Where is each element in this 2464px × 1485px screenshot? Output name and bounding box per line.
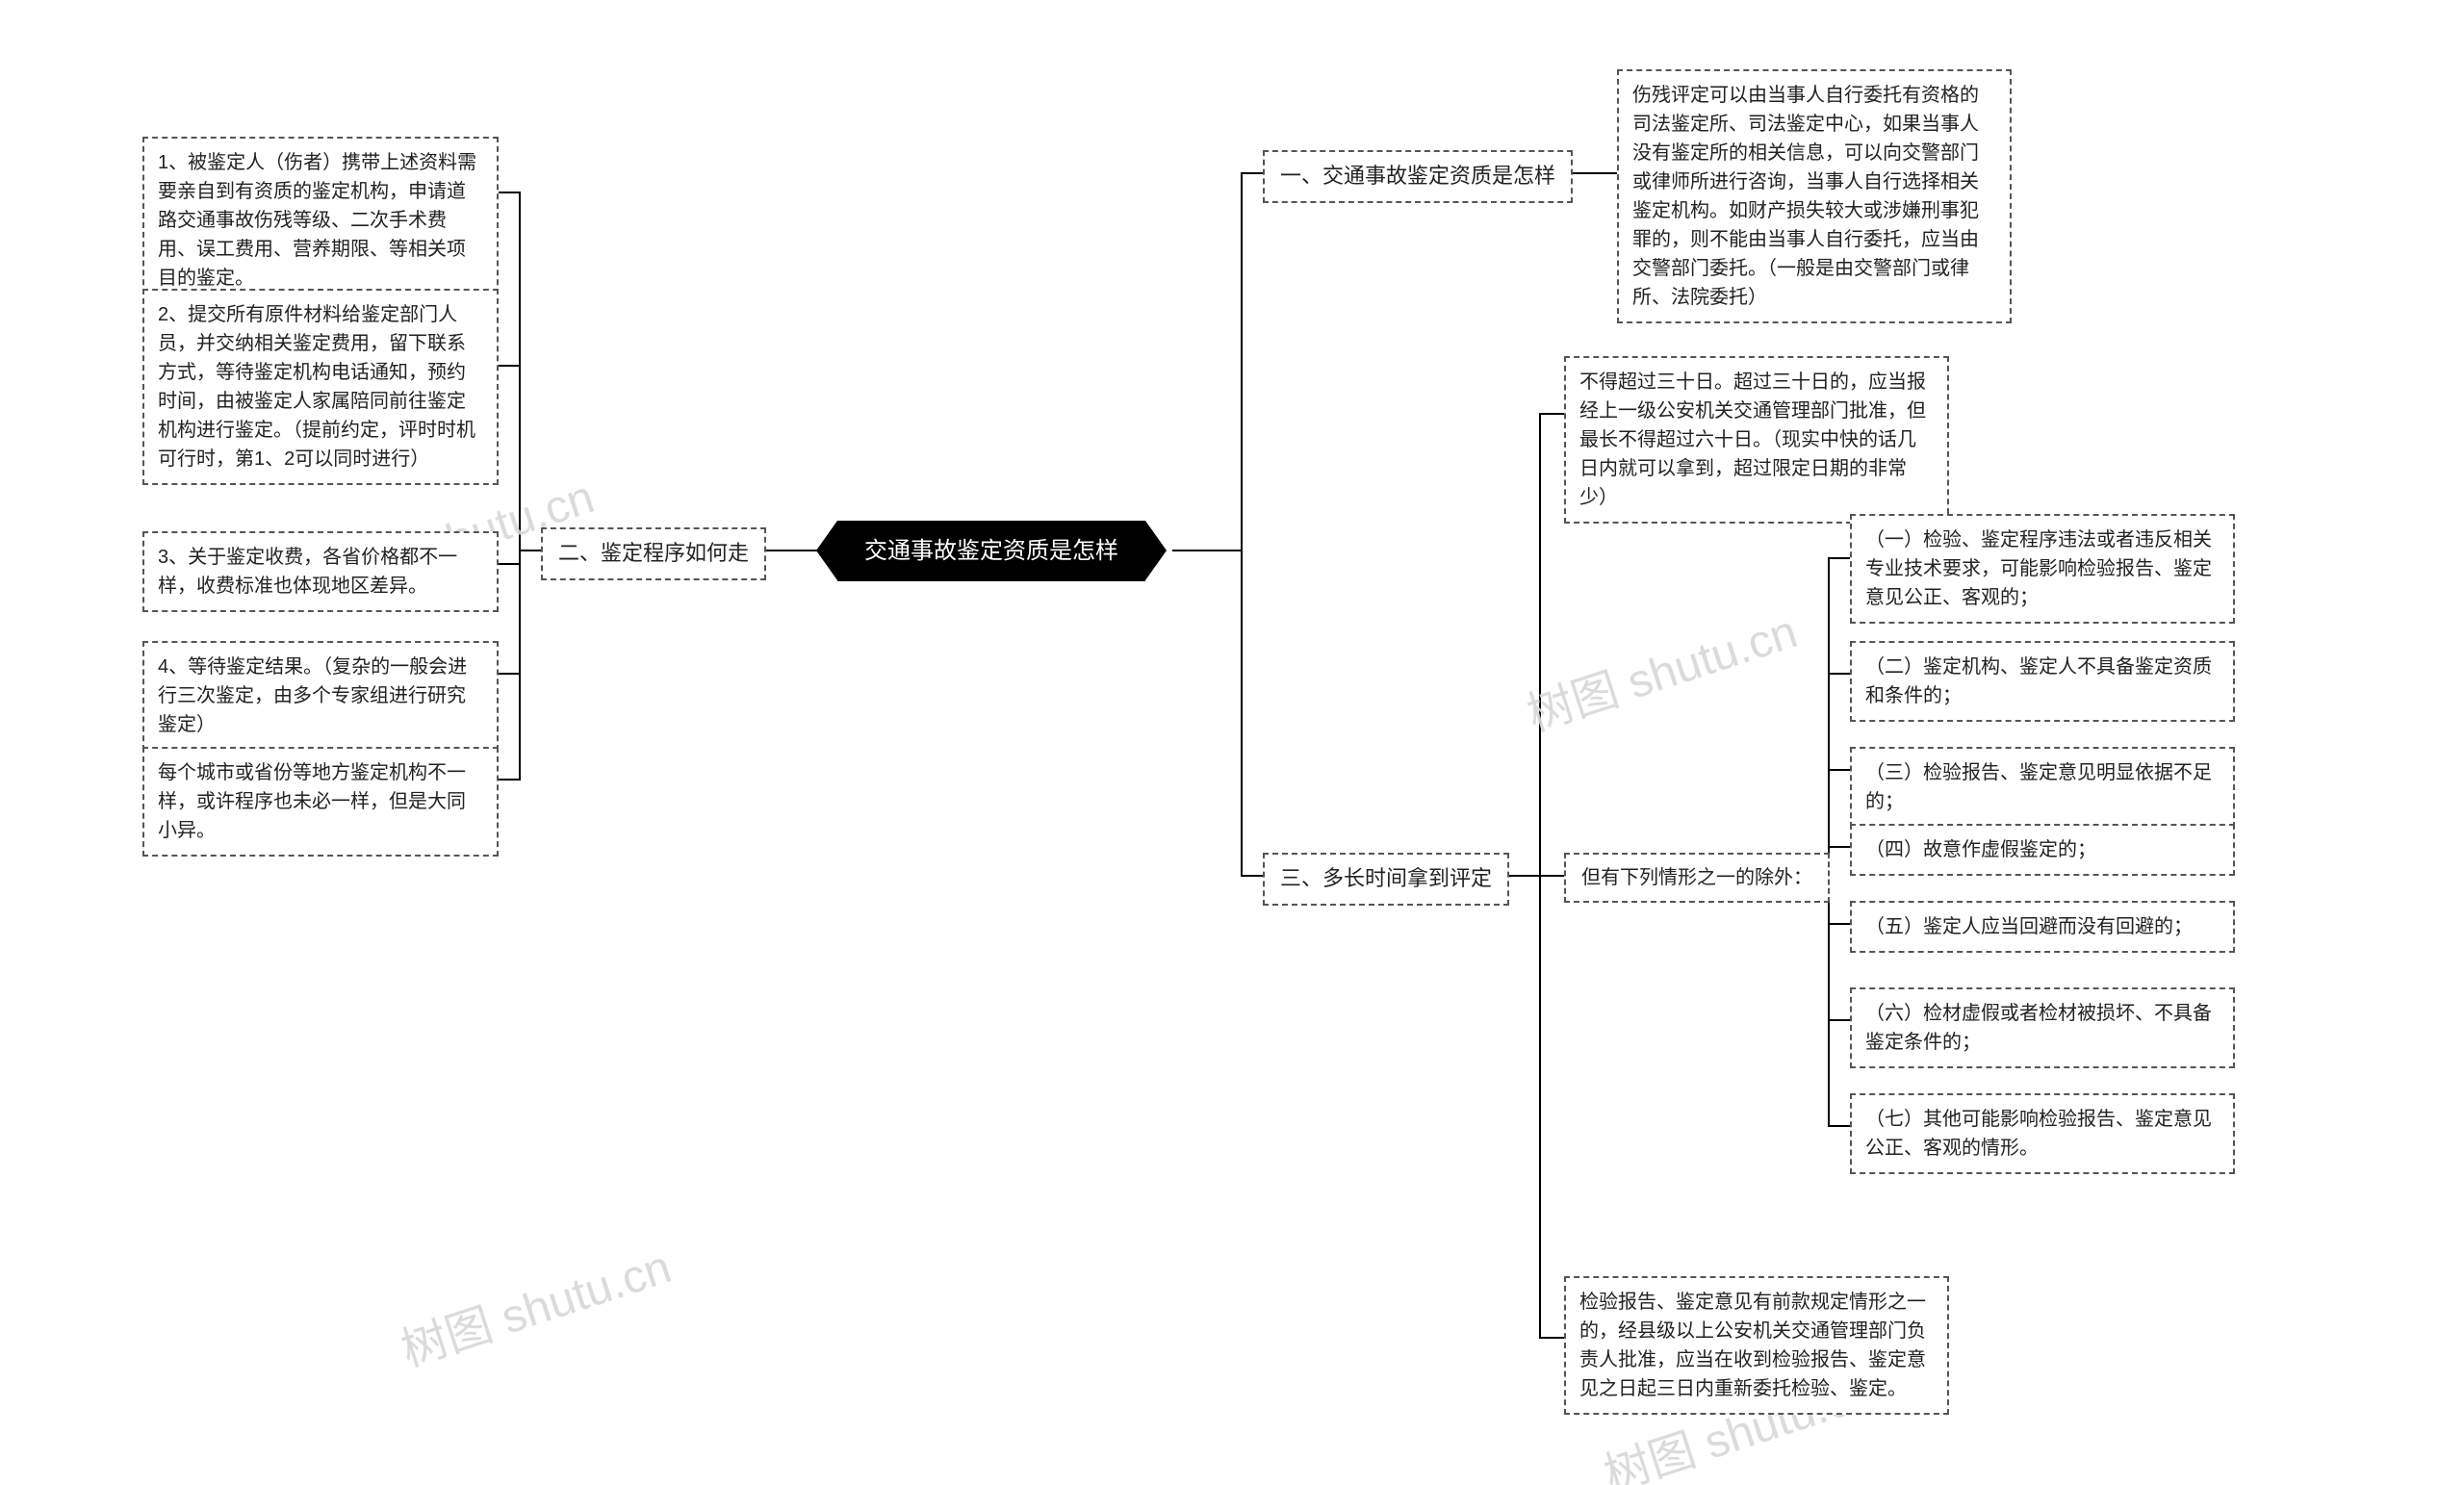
branch-right-1: 一、交通事故鉴定资质是怎样 [1263,150,1573,203]
left-child-1: 1、被鉴定人（伤者）携带上述资料需要亲自到有资质的鉴定机构，申请道路交通事故伤残… [142,137,499,304]
r3-except-1: （一）检验、鉴定程序违法或者违反相关专业技术要求，可能影响检验报告、鉴定意见公正… [1850,514,2235,624]
watermark: 树图 shutu.cn [1517,594,1804,744]
left-child-2: 2、提交所有原件材料给鉴定部门人员，并交纳相关鉴定费用，留下联系方式，等待鉴定机… [142,289,499,485]
left-child-4: 4、等待鉴定结果。（复杂的一般会进行三次鉴定，由多个专家组进行研究鉴定） [142,641,499,751]
left-child-3: 3、关于鉴定收费，各省价格都不一样，收费标准也体现地区差异。 [142,531,499,612]
r3-except-7: （七）其他可能影响检验报告、鉴定意见公正、客观的情形。 [1850,1093,2235,1174]
branch-left: 二、鉴定程序如何走 [541,527,766,580]
r3-except-label: 但有下列情形之一的除外： [1564,853,1830,903]
r3-except-2: （二）鉴定机构、鉴定人不具备鉴定资质和条件的； [1850,641,2235,722]
r3-time: 不得超过三十日。超过三十日的，应当报经上一级公安机关交通管理部门批准，但最长不得… [1564,356,1949,524]
r3-except-5: （五）鉴定人应当回避而没有回避的； [1850,901,2235,953]
r3-except-6: （六）检材虚假或者检材被损坏、不具备鉴定条件的； [1850,987,2235,1068]
branch-right-3: 三、多长时间拿到评定 [1263,853,1509,906]
watermark: 树图 shutu.cn [391,1229,678,1379]
r3-except-4: （四）故意作虚假鉴定的； [1850,824,2235,876]
root-node: 交通事故鉴定资质是怎样 [837,521,1145,581]
left-child-5: 每个城市或省份等地方鉴定机构不一样，或许程序也未必一样，但是大同小异。 [142,747,499,857]
r3-except-3: （三）检验报告、鉴定意见明显依据不足的； [1850,747,2235,828]
r3-tail: 检验报告、鉴定意见有前款规定情形之一的，经县级以上公安机关交通管理部门负责人批准… [1564,1276,1949,1415]
right-1-child: 伤残评定可以由当事人自行委托有资格的司法鉴定所、司法鉴定中心，如果当事人没有鉴定… [1617,69,2012,323]
